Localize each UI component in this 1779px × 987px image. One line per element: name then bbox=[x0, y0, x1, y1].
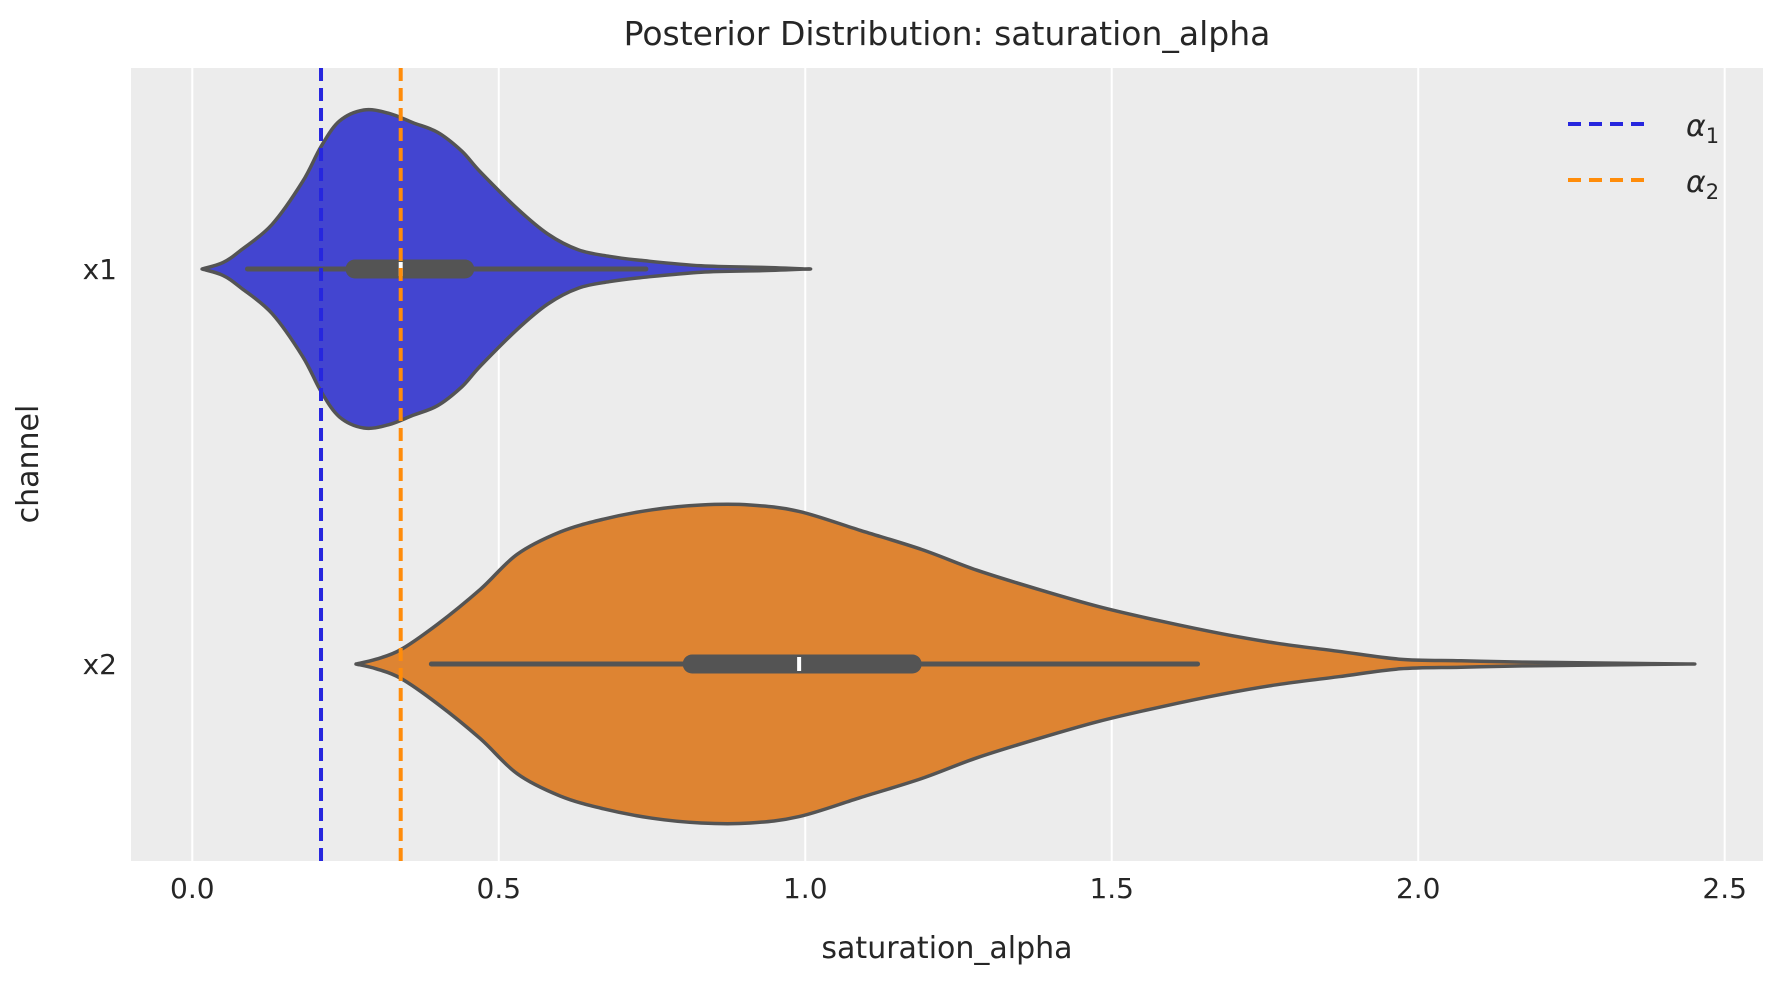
iqr-box-x2 bbox=[682, 654, 922, 674]
x-tick-label: 1.0 bbox=[783, 872, 828, 905]
x-tick-labels: 0.0 0.5 1.0 1.5 2.0 2.5 bbox=[170, 872, 1747, 905]
y-tick-label: x1 bbox=[83, 253, 117, 286]
y-axis-label: channel bbox=[11, 405, 46, 524]
violin-x2 bbox=[354, 502, 1697, 826]
legend-label-alpha2: α2 bbox=[1686, 165, 1719, 204]
chart-title: Posterior Distribution: saturation_alpha bbox=[624, 14, 1271, 53]
x-tick-label: 0.0 bbox=[170, 872, 215, 905]
legend: α1 α2 bbox=[1568, 109, 1719, 204]
legend-label-alpha1: α1 bbox=[1686, 109, 1719, 148]
iqr-box-x1 bbox=[345, 259, 475, 279]
x-tick-label: 2.0 bbox=[1396, 872, 1441, 905]
median-marker-x2 bbox=[797, 657, 802, 671]
x-tick-label: 0.5 bbox=[477, 872, 522, 905]
x-tick-label: 1.5 bbox=[1089, 872, 1134, 905]
y-tick-label: x2 bbox=[83, 648, 117, 681]
y-tick-labels: x1 x2 bbox=[83, 253, 117, 681]
x-tick-label: 2.5 bbox=[1702, 872, 1747, 905]
violins bbox=[200, 107, 1697, 826]
reference-lines bbox=[319, 68, 403, 861]
x-axis-label: saturation_alpha bbox=[821, 931, 1072, 966]
